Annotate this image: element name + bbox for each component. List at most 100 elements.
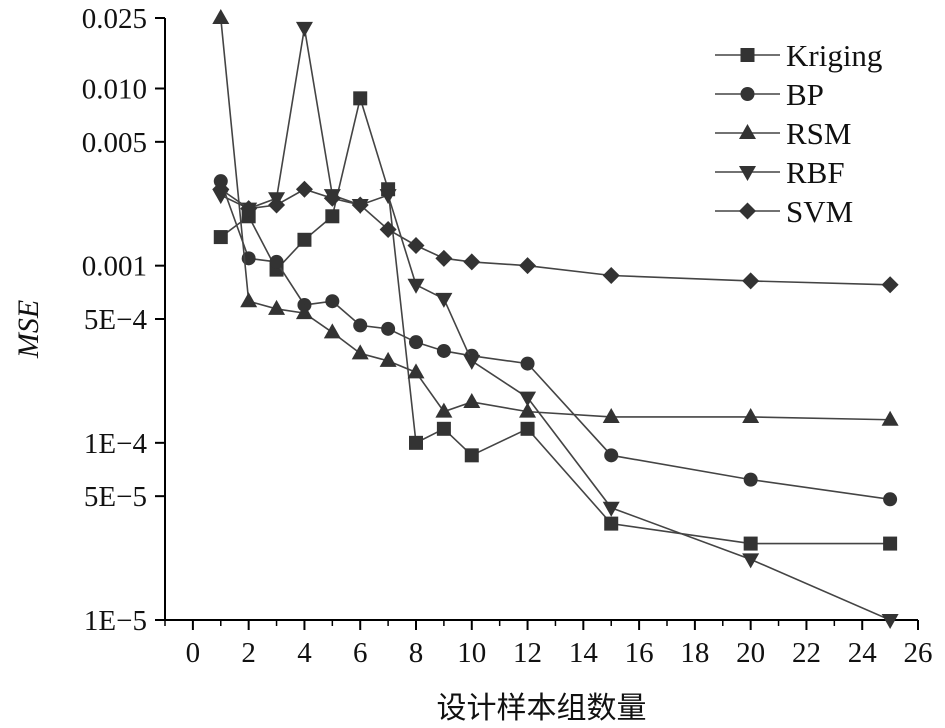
x-tick-label: 14 bbox=[569, 637, 599, 669]
data-point-svm bbox=[602, 267, 620, 285]
series-line-bp bbox=[220, 180, 891, 501]
x-tick-label: 8 bbox=[409, 637, 424, 669]
data-point-svm bbox=[323, 189, 341, 207]
data-point-rbf bbox=[295, 21, 313, 37]
data-point-rbf bbox=[742, 553, 760, 569]
legend-item-kriging: Kriging bbox=[715, 38, 882, 73]
data-point-bp bbox=[883, 492, 898, 507]
x-tick-label: 2 bbox=[241, 637, 256, 669]
data-point-rsm bbox=[742, 407, 760, 423]
legend-marker bbox=[739, 202, 756, 220]
y-axis-title: MSE bbox=[12, 300, 45, 359]
series-rbf bbox=[212, 21, 899, 629]
series-layer bbox=[212, 9, 899, 629]
data-point-svm bbox=[295, 180, 313, 198]
x-tick-label: 0 bbox=[186, 637, 201, 669]
data-point-svm bbox=[240, 200, 258, 218]
data-point-svm bbox=[742, 272, 760, 290]
data-point-svm bbox=[212, 180, 230, 198]
axes-layer: 0 2 4 6 8 10 12 14 16 18 20 22 24 260.0250.0100.0050.… bbox=[82, 3, 933, 669]
series-line-rbf bbox=[220, 27, 891, 621]
data-point-rsm bbox=[463, 393, 481, 409]
data-point-kriging bbox=[325, 209, 340, 224]
y-tick-label: 0.010 bbox=[82, 74, 147, 106]
data-point-bp bbox=[604, 448, 619, 463]
data-point-kriging bbox=[520, 421, 535, 436]
legend-marker bbox=[739, 166, 756, 181]
data-point-bp bbox=[381, 321, 396, 336]
y-tick-label: 0.025 bbox=[82, 3, 147, 35]
legend-marker bbox=[739, 124, 756, 139]
data-point-kriging bbox=[743, 536, 758, 551]
x-tick-label: 6 bbox=[353, 637, 368, 669]
data-point-rbf bbox=[881, 614, 899, 629]
data-point-bp bbox=[520, 356, 535, 371]
data-point-rsm bbox=[602, 407, 620, 423]
data-point-rbf bbox=[602, 501, 620, 517]
legend-label: RSM bbox=[786, 116, 851, 151]
data-point-rbf bbox=[463, 354, 481, 370]
x-tick-label: 20 bbox=[736, 637, 765, 669]
y-tick-label: 5E−5 bbox=[84, 481, 147, 513]
data-point-rsm bbox=[295, 304, 313, 320]
legend-marker bbox=[740, 87, 755, 101]
data-point-rbf bbox=[407, 278, 425, 294]
x-tick-label: 4 bbox=[297, 637, 312, 669]
data-point-kriging bbox=[464, 448, 479, 463]
data-point-bp bbox=[409, 335, 423, 350]
legend-label: SVM bbox=[786, 194, 853, 229]
y-tick-label: 1E−5 bbox=[84, 605, 147, 637]
legend-item-rbf: RBF bbox=[715, 155, 845, 190]
legend-item-svm: SVM bbox=[715, 194, 853, 229]
data-point-svm bbox=[379, 221, 397, 239]
data-point-rsm bbox=[435, 402, 453, 418]
data-point-bp bbox=[743, 472, 758, 487]
data-point-svm bbox=[435, 249, 453, 267]
data-point-rsm bbox=[519, 402, 537, 418]
data-point-rsm bbox=[323, 323, 341, 339]
data-point-bp bbox=[436, 343, 451, 358]
x-axis-title: 设计样本组数量 bbox=[437, 691, 647, 726]
legend-item-rsm: RSM bbox=[715, 116, 851, 151]
data-point-rbf bbox=[519, 391, 537, 407]
data-point-kriging bbox=[604, 516, 619, 531]
data-point-bp bbox=[325, 294, 340, 309]
y-tick-label: 0.005 bbox=[82, 127, 147, 159]
data-point-rsm bbox=[881, 410, 899, 426]
y-tick-label: 1E−4 bbox=[84, 428, 148, 460]
data-point-svm bbox=[351, 196, 369, 214]
data-point-kriging bbox=[409, 435, 423, 450]
data-point-rbf bbox=[379, 189, 397, 205]
data-point-rsm bbox=[212, 9, 230, 24]
x-tick-label: 18 bbox=[680, 637, 709, 669]
data-point-bp bbox=[353, 318, 368, 333]
y-tick-label: 5E−4 bbox=[84, 304, 148, 336]
data-point-rsm bbox=[268, 299, 286, 315]
x-tick-label: 10 bbox=[457, 637, 486, 669]
data-point-rsm bbox=[379, 351, 397, 367]
data-point-kriging bbox=[213, 230, 228, 245]
x-tick-label: 12 bbox=[513, 637, 542, 669]
x-tick-label: 26 bbox=[904, 637, 933, 669]
data-point-svm bbox=[519, 257, 537, 275]
x-tick-label: 22 bbox=[792, 637, 821, 669]
legend-label: RBF bbox=[786, 155, 845, 190]
data-point-kriging bbox=[883, 536, 898, 551]
data-point-kriging bbox=[436, 421, 451, 436]
data-point-svm bbox=[463, 253, 481, 271]
data-point-kriging bbox=[297, 232, 312, 247]
data-point-rbf bbox=[435, 292, 453, 308]
data-point-svm bbox=[881, 276, 899, 294]
data-point-kriging bbox=[353, 91, 368, 106]
series-svm bbox=[212, 180, 899, 294]
data-point-svm bbox=[268, 196, 286, 214]
legend-item-bp: BP bbox=[715, 77, 824, 112]
data-point-bp bbox=[269, 254, 284, 269]
data-point-rsm bbox=[407, 363, 425, 379]
series-rsm bbox=[212, 9, 899, 426]
legend: Kriging BP RSM RBF SVM bbox=[715, 38, 882, 229]
y-tick-label: 0.001 bbox=[82, 251, 147, 283]
data-point-rsm bbox=[240, 292, 258, 308]
data-point-svm bbox=[407, 236, 425, 254]
